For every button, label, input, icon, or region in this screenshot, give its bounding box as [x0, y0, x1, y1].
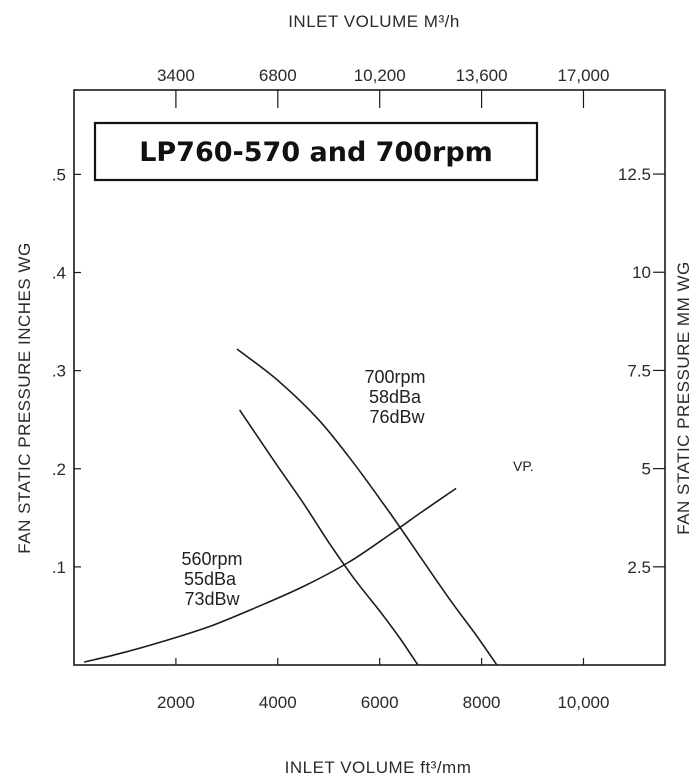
annot-560-dba: 55dBa — [184, 569, 237, 589]
series-lines — [84, 348, 498, 666]
annot-560-dbw: 73dBw — [184, 589, 240, 609]
plot-frame — [73, 89, 666, 666]
top-axis-title: INLET VOLUME M³/h — [288, 12, 460, 31]
bottom-axis-title: INLET VOLUME ft³/mm — [285, 758, 472, 777]
title-box — [93, 121, 539, 182]
y-tick-label: .4 — [52, 264, 66, 283]
annot-700-rpm: 700rpm — [364, 367, 425, 387]
y-tick-label: .1 — [52, 558, 66, 577]
annot-700-dbw: 76dBw — [369, 407, 425, 427]
annot-560-rpm: 560rpm — [181, 549, 242, 569]
x2-tick-label: 6800 — [259, 66, 297, 85]
left-y-ticks: .1 .2 .3 .4 .5 — [52, 165, 81, 577]
right-axis-title: FAN STATIC PRESSURE MM WG — [674, 261, 691, 535]
curve-vp — [84, 487, 457, 663]
curve-560rpm — [238, 409, 419, 666]
x2-tick-label: 3400 — [157, 66, 195, 85]
x2-tick-label: 10,200 — [354, 66, 406, 85]
bottom-x-ticks: 2000 4000 6000 8000 10,000 — [157, 658, 609, 712]
y2-tick-label: 7.5 — [627, 361, 651, 380]
y2-tick-label: 12.5 — [618, 165, 651, 184]
x-tick-label: 2000 — [157, 693, 195, 712]
y2-tick-label: 2.5 — [627, 558, 651, 577]
x-tick-label: 8000 — [463, 693, 501, 712]
y-tick-label: .3 — [52, 362, 66, 381]
y2-tick-label: 5 — [642, 460, 651, 479]
vp-label: VP. — [513, 458, 534, 474]
x-tick-label: 10,000 — [557, 693, 609, 712]
annotation-560rpm: 560rpm 55dBa 73dBw — [181, 549, 242, 609]
x2-tick-label: 17,000 — [557, 66, 609, 85]
chart-title: LP760-570 and 700rpm — [139, 137, 493, 168]
annot-700-dba: 58dBa — [369, 387, 422, 407]
curve-700rpm — [236, 348, 498, 666]
top-x-ticks: 3400 6800 10,200 13,600 17,000 — [157, 66, 609, 108]
x-tick-label: 6000 — [361, 693, 399, 712]
annotation-700rpm: 700rpm 58dBa 76dBw — [364, 367, 425, 427]
y-tick-label: .5 — [52, 165, 66, 184]
y-tick-label: .2 — [52, 460, 66, 479]
x-tick-label: 4000 — [259, 693, 297, 712]
right-y-ticks: 2.5 5 7.5 10 12.5 — [618, 165, 665, 577]
y2-tick-label: 10 — [632, 263, 651, 282]
x2-tick-label: 13,600 — [456, 66, 508, 85]
left-axis-title: FAN STATIC PRESSURE INCHES WG — [15, 242, 34, 553]
